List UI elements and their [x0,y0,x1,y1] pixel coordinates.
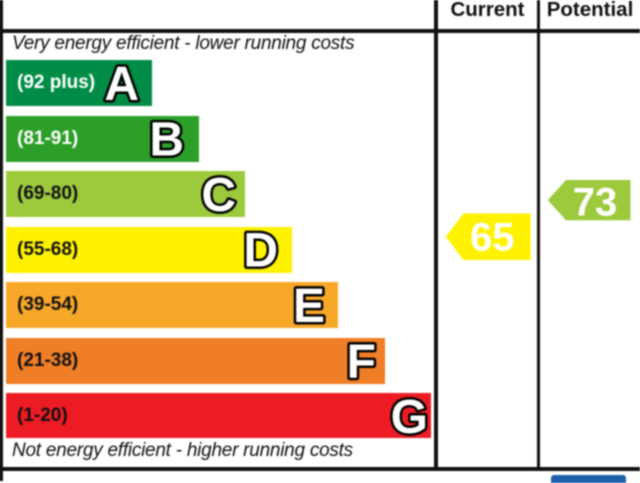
svg-text:D: D [243,225,278,278]
svg-text:65: 65 [470,215,515,259]
svg-text:C: C [201,169,236,222]
svg-text:A: A [104,58,139,111]
svg-text:G: G [391,391,428,444]
svg-text:73: 73 [573,180,618,224]
svg-text:E: E [293,280,325,333]
svg-text:B: B [149,114,184,167]
svg-text:F: F [347,336,376,389]
